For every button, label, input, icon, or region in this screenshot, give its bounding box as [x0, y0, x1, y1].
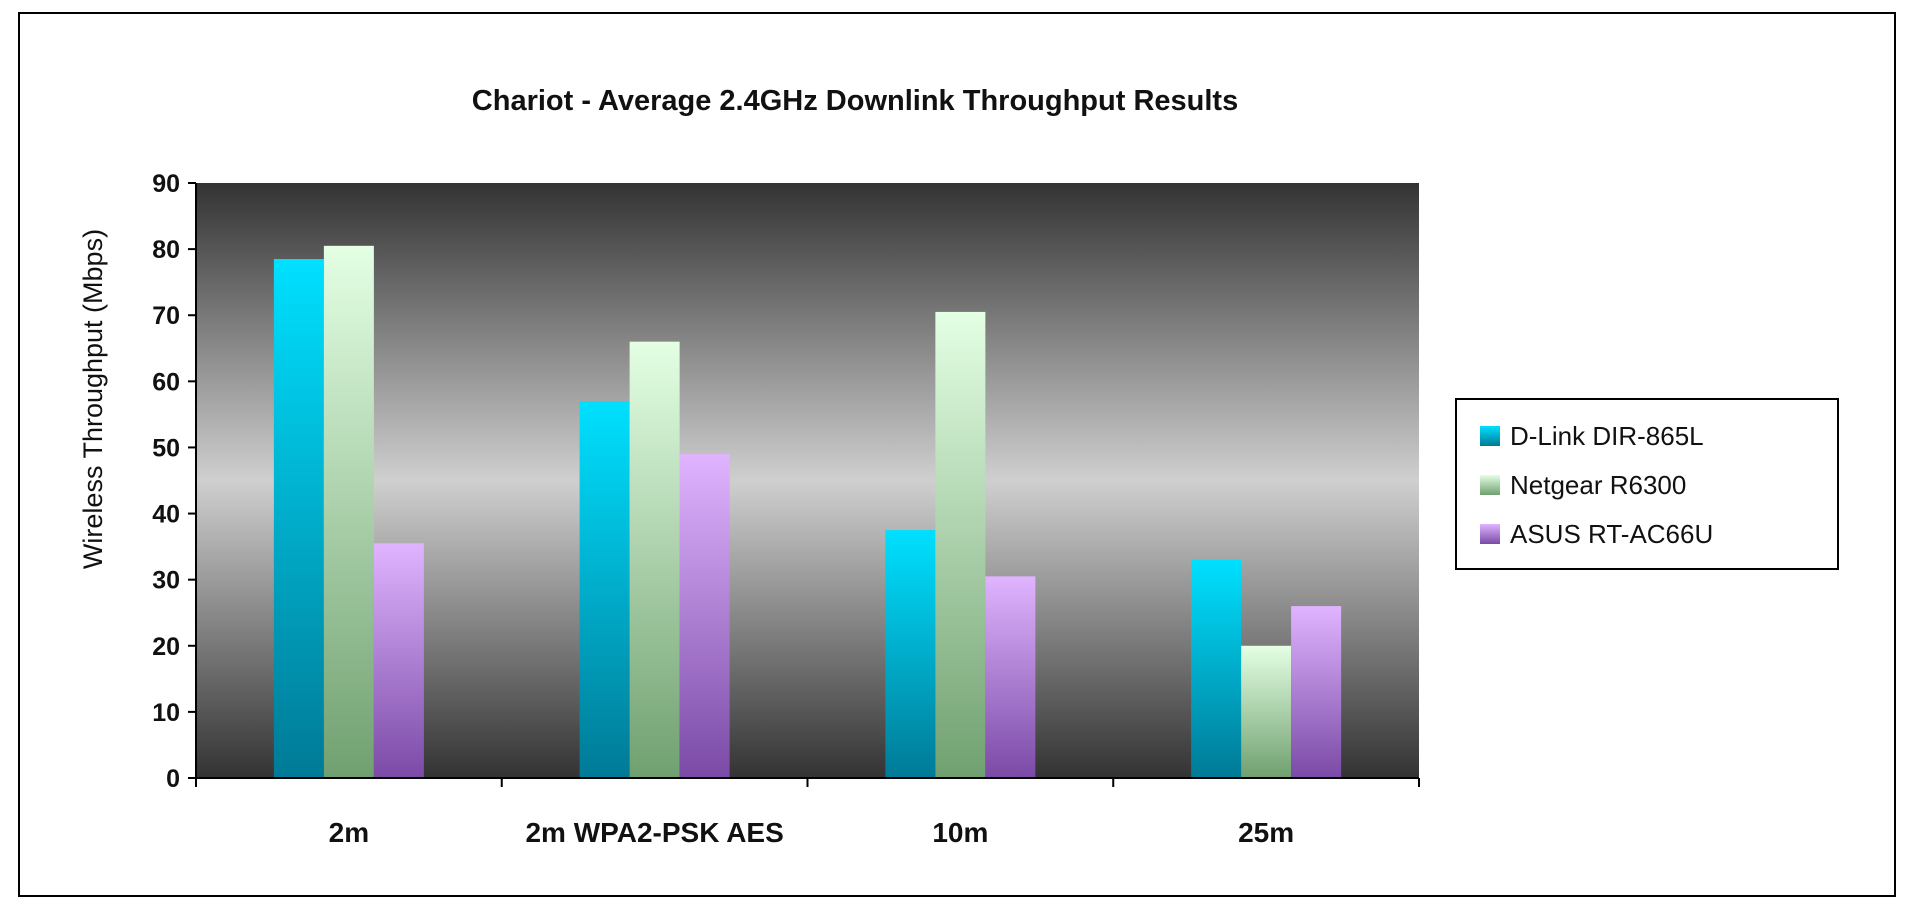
- x-tick-label: 2m WPA2-PSK AES: [525, 817, 783, 848]
- x-tick-label: 10m: [932, 817, 988, 848]
- y-tick-label: 40: [152, 501, 180, 529]
- bars: [273, 245, 1342, 779]
- legend-label: D-Link DIR-865L: [1510, 421, 1704, 451]
- bar-d-link-dir-865l-2m: [273, 259, 324, 778]
- y-tick-label: 70: [152, 302, 180, 330]
- legend-swatch: [1480, 524, 1500, 544]
- chart-frame: Chariot - Average 2.4GHz Downlink Throug…: [18, 12, 1896, 897]
- y-tick-label: 50: [152, 434, 180, 462]
- x-tick-label: 2m: [329, 817, 369, 848]
- y-tick-label: 0: [166, 765, 180, 793]
- y-axis-title: Wireless Throughput (Mbps): [78, 229, 108, 569]
- y-tick-label: 10: [152, 699, 180, 727]
- x-tick-label: 25m: [1238, 817, 1294, 848]
- y-tick-label: 30: [152, 567, 180, 595]
- bar-asus-rt-ac66u-2m-wpa2-psk-aes: [679, 454, 730, 778]
- bar-netgear-r6300-2m-wpa2-psk-aes: [629, 341, 680, 778]
- legend: D-Link DIR-865L Netgear R6300 ASUS RT-AC66…: [1455, 398, 1839, 570]
- y-tick-label: 80: [152, 236, 180, 264]
- bar-netgear-r6300-2m: [323, 245, 374, 779]
- bar-asus-rt-ac66u-2m: [373, 543, 424, 778]
- y-tick-label: 90: [152, 170, 180, 198]
- bar-netgear-r6300-25m: [1241, 645, 1292, 778]
- bar-d-link-dir-865l-10m: [885, 530, 936, 778]
- y-tick-label: 60: [152, 368, 180, 396]
- bar-netgear-r6300-10m: [935, 311, 986, 778]
- bar-asus-rt-ac66u-10m: [985, 576, 1036, 778]
- chart-title: Chariot - Average 2.4GHz Downlink Throug…: [472, 85, 1238, 117]
- legend-swatch: [1480, 475, 1500, 495]
- legend-label: Netgear R6300: [1510, 470, 1686, 500]
- legend-box: [1455, 398, 1839, 570]
- chart: Chariot - Average 2.4GHz Downlink Throug…: [78, 85, 1839, 848]
- bar-asus-rt-ac66u-25m: [1291, 606, 1342, 778]
- legend-label: ASUS RT-AC66U: [1510, 519, 1713, 549]
- legend-swatch: [1480, 426, 1500, 446]
- axes: 0 10 20 30 40 50 60 70 80 90 2m 2m WPA2-PSK AES 10m 2…: [152, 170, 1420, 848]
- bar-d-link-dir-865l-2m-wpa2-psk-aes: [579, 401, 630, 778]
- bar-d-link-dir-865l-25m: [1191, 559, 1242, 778]
- y-tick-label: 20: [152, 633, 180, 661]
